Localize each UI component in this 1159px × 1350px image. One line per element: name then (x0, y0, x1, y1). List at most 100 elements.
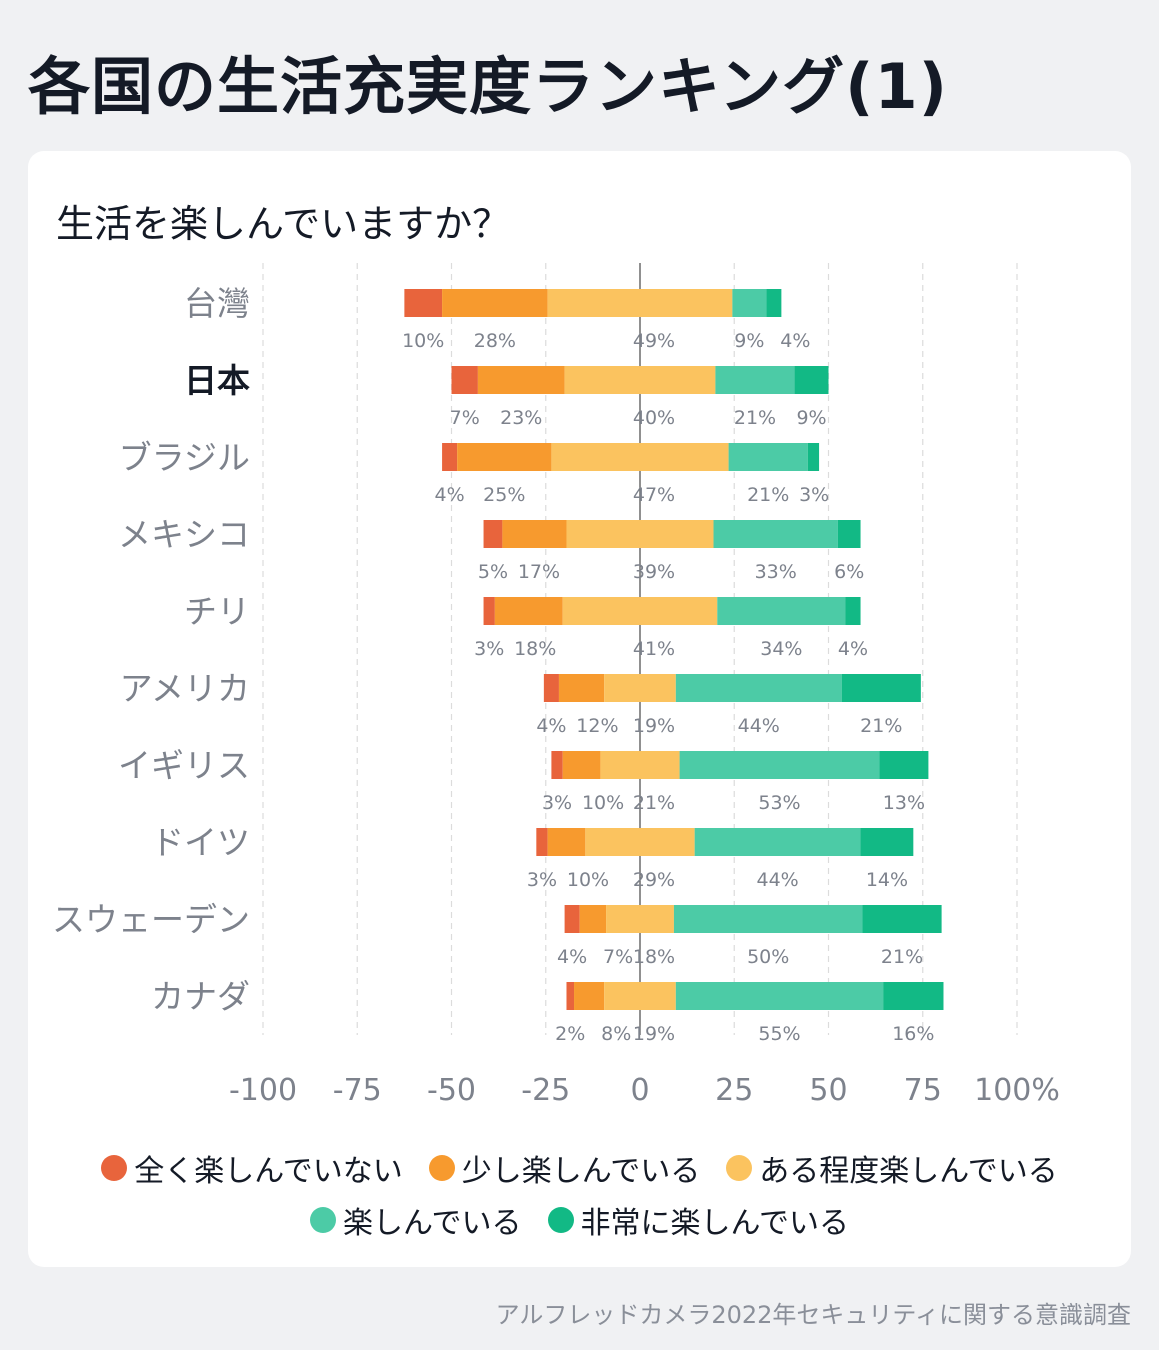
bar-segment (860, 828, 914, 856)
value-label: 5% (478, 561, 508, 583)
x-tick-label: -75 (333, 1073, 382, 1108)
bar-segment (566, 982, 575, 1010)
legend-row-2: 楽しんでいる 非常に楽しんでいる (28, 1198, 1131, 1242)
value-label: 3% (542, 792, 572, 814)
value-label: 7% (603, 946, 633, 968)
bar-segment (883, 982, 944, 1010)
x-tick-label: -50 (427, 1073, 476, 1108)
bar-segment (442, 289, 548, 317)
x-tick-label: 0 (630, 1073, 649, 1108)
value-label: 34% (760, 638, 802, 660)
bar-segment (451, 366, 478, 394)
bar-segment (543, 674, 559, 702)
category-label: チリ (184, 592, 250, 631)
bar-segment (483, 520, 503, 548)
bar-segment (457, 443, 552, 471)
bar-segment (604, 982, 676, 1010)
value-label: 4% (780, 330, 810, 352)
value-label: 4% (557, 946, 587, 968)
value-label: 13% (883, 792, 925, 814)
category-label: ブラジル (119, 438, 250, 477)
category-label: スウェーデン (52, 900, 250, 939)
x-tick-label: 50 (809, 1073, 847, 1108)
value-label: 19% (633, 715, 675, 737)
bar-segment (841, 674, 921, 702)
value-label: 21% (734, 407, 776, 429)
value-label: 53% (758, 792, 800, 814)
bar-segment (562, 597, 718, 625)
value-label: 12% (576, 715, 618, 737)
category-label: アメリカ (120, 669, 250, 708)
bar-segment (713, 520, 838, 548)
x-tick-label: 100% (974, 1073, 1060, 1108)
value-label: 40% (633, 407, 675, 429)
bar-segment (502, 520, 567, 548)
value-label: 10% (402, 330, 444, 352)
value-label: 49% (633, 330, 675, 352)
value-label: 21% (860, 715, 902, 737)
bar-segment (675, 674, 842, 702)
value-label: 21% (747, 484, 789, 506)
value-label: 6% (834, 561, 864, 583)
category-label: メキシコ (118, 515, 250, 554)
value-label: 4% (536, 715, 566, 737)
value-label: 50% (747, 946, 789, 968)
bar-segment (717, 597, 846, 625)
value-label: 28% (474, 330, 516, 352)
legend-dot-icon (101, 1155, 128, 1181)
bar-segment (547, 289, 733, 317)
value-label: 9% (796, 407, 826, 429)
bar-segment (732, 289, 767, 317)
bar-segment (558, 674, 605, 702)
value-label: 10% (567, 869, 609, 891)
source-note: アルフレッドカメラ2022年セキュリティに関する意識調査 (495, 1301, 1131, 1329)
legend-item-very-much: 非常に楽しんでいる (547, 1198, 849, 1242)
value-label: 44% (756, 869, 798, 891)
diverging-bar-chart: -100 -75 -50 -25 0 25 50 75 100% 台灣 10% 28% 49% 9% 4% 日… (52, 263, 1060, 1108)
bar-segment (574, 982, 605, 1010)
value-label: 21% (881, 946, 923, 968)
bar-segment (477, 366, 565, 394)
bar-segment (807, 443, 820, 471)
legend-item-enjoying: 楽しんでいる (310, 1198, 522, 1242)
bar-segment (606, 905, 674, 933)
bar-segment (585, 828, 695, 856)
value-label: 39% (633, 561, 675, 583)
bar-segment (551, 443, 729, 471)
page-title: 各国の生活充実度ランキング(1) (28, 50, 948, 123)
legend-label: ある程度楽しんでいる (759, 1154, 1058, 1189)
chart-card: 生活を楽しんでいますか？ -100 -75 -50 -25 0 25 50 75 100% 台灣 1… (28, 151, 1131, 1267)
legend-label: 全く楽しんでいない (134, 1154, 403, 1189)
bar-segment (679, 751, 880, 779)
x-tick-label: 75 (904, 1073, 942, 1108)
bar-segment (845, 597, 861, 625)
value-label: 29% (633, 869, 675, 891)
legend-label: 少し楽しんでいる (461, 1154, 701, 1189)
category-label: カナダ (151, 977, 250, 1016)
x-tick-label: -25 (521, 1073, 570, 1108)
bar-segment (564, 366, 716, 394)
legend-item-a-little: 少し楽しんでいる (428, 1146, 701, 1190)
legend-row-1: 全く楽しんでいない 少し楽しんでいる ある程度楽しんでいる (28, 1146, 1131, 1190)
bar-segment (879, 751, 929, 779)
bar-segment (728, 443, 808, 471)
bar-segment (536, 828, 548, 856)
value-label: 17% (518, 561, 560, 583)
value-label: 33% (755, 561, 797, 583)
value-label: 25% (483, 484, 525, 506)
legend-dot-icon (428, 1155, 455, 1181)
bar-segment (794, 366, 829, 394)
legend-dot-icon (310, 1207, 336, 1233)
value-label: 3% (474, 638, 504, 660)
value-label: 3% (799, 484, 829, 506)
value-label: 4% (838, 638, 868, 660)
value-label: 55% (758, 1023, 800, 1045)
bar-segment (566, 520, 714, 548)
category-label: イギリス (118, 746, 250, 785)
category-label: 台灣 (184, 284, 250, 323)
value-label: 18% (633, 946, 675, 968)
bar-segment (442, 443, 458, 471)
bar-segment (604, 674, 676, 702)
bar-segment (564, 905, 580, 933)
bar-segment (494, 597, 563, 625)
